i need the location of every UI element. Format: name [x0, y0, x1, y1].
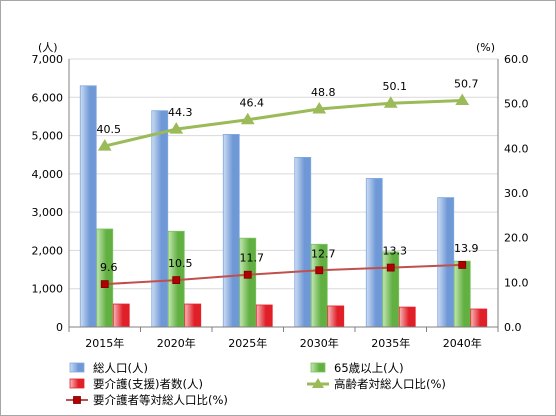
left-tick-label: 7,000 — [32, 53, 64, 66]
bar-series — [79, 85, 488, 328]
left-tick-label: 4,000 — [32, 168, 64, 181]
bar — [294, 156, 312, 328]
x-tick-label: 2035年 — [371, 336, 410, 350]
point-marker — [100, 280, 109, 289]
legend-swatch — [310, 362, 326, 373]
data-label: 48.8 — [311, 86, 336, 99]
x-tick-label: 2020年 — [157, 336, 196, 350]
left-tick-label: 0 — [56, 321, 63, 334]
x-tick-label: 2040年 — [443, 336, 482, 350]
bar — [151, 110, 169, 328]
legend-entry-label: 要介護者等対総人口比(%) — [93, 393, 228, 407]
legend-entry-label: 要介護(支援)者数(人) — [93, 377, 203, 391]
data-label: 40.5 — [97, 123, 122, 136]
point-marker — [240, 112, 255, 125]
point-marker — [172, 276, 181, 285]
bar — [437, 197, 455, 328]
right-tick-label: 50.0 — [504, 98, 529, 111]
point-marker — [169, 122, 184, 134]
bar — [470, 308, 488, 328]
legend-entry-label: 65歳以上(人) — [334, 361, 404, 375]
gridlines — [69, 58, 498, 290]
bar — [79, 85, 97, 328]
series-line — [104, 99, 463, 148]
bar — [398, 306, 416, 328]
right-tick-label: 40.0 — [504, 142, 529, 155]
x-tick-label: 2015年 — [85, 336, 124, 350]
point-marker — [455, 93, 470, 106]
legend-swatch — [69, 378, 85, 389]
bar — [365, 178, 383, 328]
x-tick-label: 2030年 — [300, 336, 339, 350]
data-label: 12.7 — [311, 247, 336, 260]
legend-marker — [312, 378, 324, 388]
point-marker — [97, 139, 112, 151]
data-label: 50.1 — [383, 80, 408, 93]
legend-entry-label: 高齢者対総人口比(%) — [334, 377, 446, 391]
bar — [382, 251, 400, 328]
left-tick-label: 2,000 — [32, 244, 64, 257]
legend-swatch — [69, 362, 85, 373]
x-tick-label: 2025年 — [228, 336, 267, 350]
point-marker — [243, 270, 252, 279]
left-tick-label: 5,000 — [32, 130, 64, 143]
legend-marker — [73, 396, 81, 404]
right-tick-label: 0.0 — [504, 321, 522, 334]
bar — [327, 305, 345, 328]
data-labels: 40.5 44.3 46.4 48.8 50.1 50.7 9.6 10.5 11.7 12.7 1… — [97, 78, 479, 275]
bar — [112, 303, 130, 328]
point-marker — [458, 261, 467, 269]
left-axis-unit: (人) — [38, 41, 58, 54]
data-label: 11.7 — [240, 252, 265, 265]
point-marker — [386, 263, 395, 272]
data-label: 13.3 — [383, 245, 408, 258]
data-label: 13.9 — [454, 242, 479, 255]
left-tick-label: 6,000 — [32, 91, 64, 104]
data-label: 9.6 — [100, 261, 118, 274]
left-tick-label: 3,000 — [32, 206, 64, 219]
bar — [96, 228, 114, 328]
legend-entry-label: 総人口(人) — [93, 361, 148, 375]
left-tick-label: 1,000 — [32, 283, 64, 296]
line-series — [97, 93, 470, 289]
legend: 総人口(人) 65歳以上(人) 要介護(支援)者数(人) 高齢者対総人口比(%) 要介護… — [66, 361, 446, 407]
axes: 0 1,000 2,000 3,000 4,000 5,000 6,000 7,000 0.0 1… — [32, 41, 529, 350]
data-label: 44.3 — [168, 106, 193, 119]
right-tick-label: 20.0 — [504, 232, 529, 245]
right-tick-label: 60.0 — [504, 53, 529, 66]
bar — [184, 303, 202, 328]
point-marker — [315, 266, 324, 275]
data-label: 46.4 — [240, 97, 265, 110]
series-line — [104, 263, 463, 286]
bar — [453, 260, 471, 328]
data-label: 10.5 — [168, 257, 193, 270]
right-axis-unit: (%) — [476, 41, 495, 54]
right-tick-label: 10.0 — [504, 276, 529, 289]
right-tick-label: 30.0 — [504, 187, 529, 200]
data-label: 50.7 — [454, 78, 479, 91]
point-marker — [383, 96, 398, 108]
bar — [255, 304, 273, 328]
bar — [222, 134, 240, 328]
point-marker — [312, 102, 327, 114]
